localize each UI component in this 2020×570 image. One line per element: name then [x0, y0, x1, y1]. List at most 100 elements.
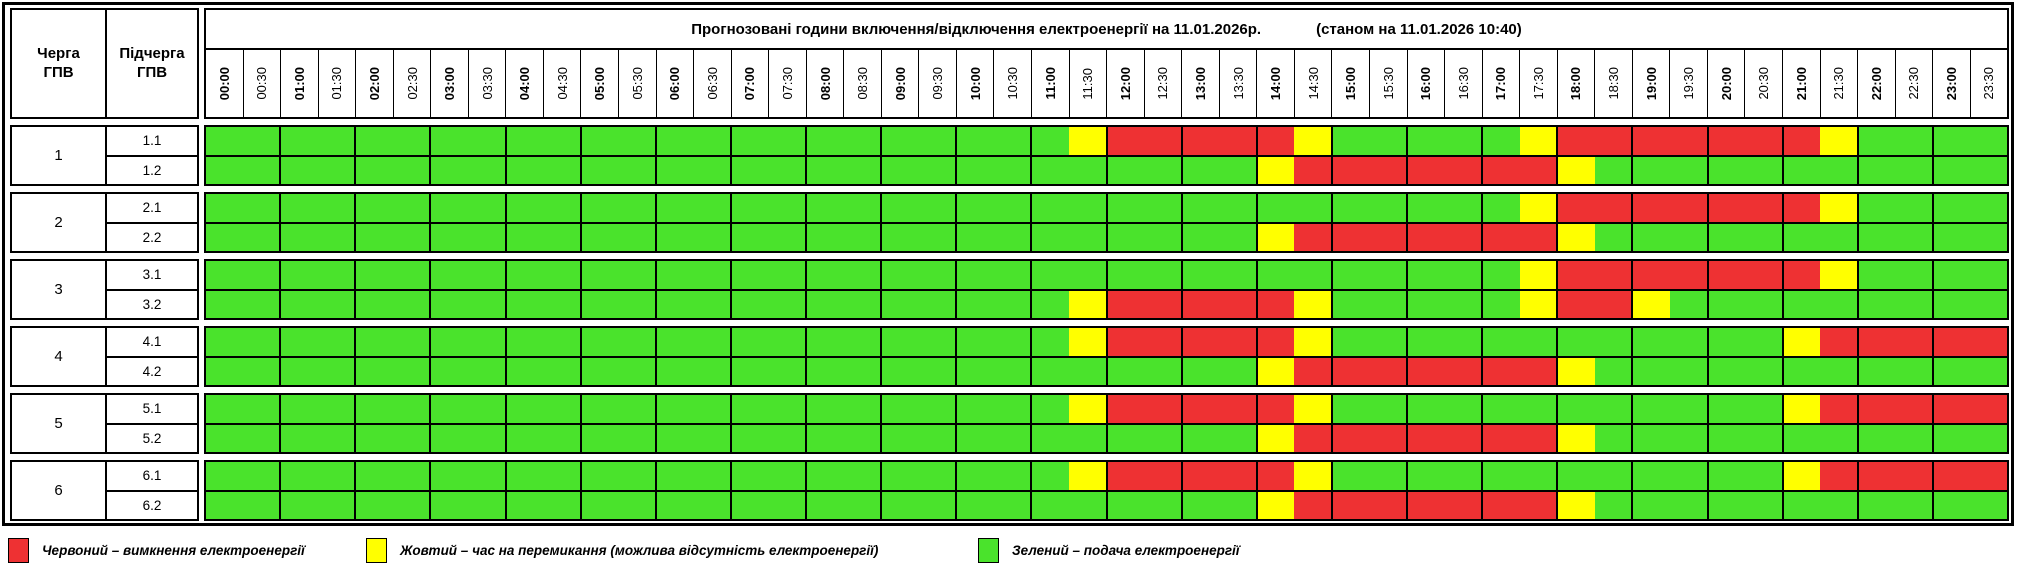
- slot-4.1-00:30: [242, 328, 282, 356]
- slot-2.1-06:30: [693, 194, 732, 222]
- slot-1.2-17:30: [1519, 156, 1559, 184]
- slot-6.1-00:30: [242, 462, 282, 490]
- time-label-13:00: 13:00: [1182, 50, 1220, 117]
- slot-1.1-20:30: [1745, 127, 1784, 155]
- slot-2.2-09:30: [918, 223, 958, 251]
- slot-3.2-18:30: [1594, 290, 1634, 318]
- slot-5.1-01:30: [317, 395, 357, 423]
- slot-6.2-23:30: [1970, 491, 2007, 519]
- time-label-03:00: 03:00: [431, 50, 469, 117]
- legend: Червоний – вимкнення електроенергії Жовти…: [0, 537, 2020, 565]
- schedule-grid-2: [204, 192, 2009, 253]
- slot-2.2-04:30: [543, 223, 582, 251]
- slot-5.1-10:00: [957, 395, 994, 423]
- slot-1.1-08:30: [843, 127, 883, 155]
- time-label-06:00: 06:00: [657, 50, 695, 117]
- slot-5.2-03:00: [431, 424, 468, 452]
- slot-4.2-20:00: [1708, 357, 1746, 385]
- slot-3.2-13:00: [1182, 290, 1220, 318]
- slot-6.2-20:30: [1745, 491, 1784, 519]
- slot-6.1-12:00: [1107, 462, 1145, 490]
- slot-4.1-01:30: [317, 328, 357, 356]
- slot-5.1-00:30: [242, 395, 282, 423]
- slot-3.1-20:30: [1745, 261, 1784, 289]
- slot-4.1-21:30: [1820, 328, 1859, 356]
- slot-2.2-12:00: [1107, 223, 1145, 251]
- slot-2.2-09:00: [882, 223, 919, 251]
- schedule-row-5.2: [206, 424, 2007, 452]
- slot-4.1-04:30: [543, 328, 582, 356]
- slot-6.2-08:30: [843, 491, 883, 519]
- slot-2.1-02:00: [356, 194, 393, 222]
- slot-5.2-02:00: [356, 424, 393, 452]
- slot-6.1-16:00: [1408, 462, 1445, 490]
- slot-1.1-23:30: [1970, 127, 2007, 155]
- slot-5.1-07:30: [768, 395, 807, 423]
- slot-5.1-13:00: [1182, 395, 1220, 423]
- slot-6.2-03:00: [431, 491, 468, 519]
- slot-5.2-05:00: [581, 424, 619, 452]
- slot-3.1-02:00: [356, 261, 393, 289]
- slot-6.2-01:30: [317, 491, 357, 519]
- slot-3.1-13:30: [1219, 261, 1258, 289]
- slot-3.1-22:30: [1895, 261, 1934, 289]
- slot-5.2-06:00: [656, 424, 694, 452]
- schedule-table: Черга ГПВ Підчерга ГПВ Прогнозовані годи…: [2, 2, 2014, 526]
- slot-5.2-04:30: [543, 424, 582, 452]
- slot-2.1-20:00: [1708, 194, 1746, 222]
- slot-4.1-01:00: [281, 328, 318, 356]
- slot-5.1-02:00: [356, 395, 393, 423]
- time-label-22:00: 22:00: [1858, 50, 1896, 117]
- slot-1.1-15:30: [1369, 127, 1408, 155]
- slot-6.2-01:00: [281, 491, 318, 519]
- slot-4.1-06:30: [693, 328, 732, 356]
- slot-6.1-13:30: [1219, 462, 1258, 490]
- slot-4.2-04:00: [506, 357, 544, 385]
- schedule-row-4.2: [206, 357, 2007, 385]
- slot-5.1-09:30: [918, 395, 958, 423]
- schedule-grid-6: [204, 460, 2009, 521]
- slot-3.2-08:30: [843, 290, 883, 318]
- slot-4.1-03:00: [431, 328, 468, 356]
- slot-2.2-03:00: [431, 223, 468, 251]
- slot-1.2-22:00: [1858, 156, 1896, 184]
- slot-4.1-19:00: [1633, 328, 1670, 356]
- subqueue-label-1.2: 1.2: [142, 162, 162, 178]
- slot-4.1-22:30: [1895, 328, 1934, 356]
- slot-3.1-11:30: [1068, 261, 1108, 289]
- time-label-15:00: 15:00: [1332, 50, 1370, 117]
- slot-1.2-05:00: [581, 156, 619, 184]
- slot-3.2-01:30: [317, 290, 357, 318]
- slot-3.2-09:00: [882, 290, 919, 318]
- slot-4.1-07:30: [768, 328, 807, 356]
- slot-5.1-15:00: [1332, 395, 1370, 423]
- slot-4.1-18:00: [1558, 328, 1595, 356]
- slot-5.2-16:30: [1444, 424, 1484, 452]
- slot-4.2-14:00: [1257, 357, 1295, 385]
- time-label-09:30: 09:30: [919, 50, 957, 117]
- slot-4.1-08:30: [843, 328, 883, 356]
- slot-3.1-00:00: [206, 261, 243, 289]
- slot-3.1-01:00: [281, 261, 318, 289]
- slot-4.2-06:00: [656, 357, 694, 385]
- slot-4.1-05:30: [618, 328, 657, 356]
- slot-3.1-12:30: [1144, 261, 1183, 289]
- queue-label-box-6: 6 6.1 6.2: [10, 460, 199, 521]
- slot-2.2-15:30: [1369, 223, 1408, 251]
- slot-4.2-12:00: [1107, 357, 1145, 385]
- slot-6.2-06:30: [693, 491, 732, 519]
- slot-4.2-16:00: [1408, 357, 1445, 385]
- slot-6.1-23:00: [1933, 462, 1971, 490]
- slot-1.1-02:30: [392, 127, 432, 155]
- slot-4.1-04:00: [506, 328, 544, 356]
- slot-3.1-09:00: [882, 261, 919, 289]
- slot-5.1-08:30: [843, 395, 883, 423]
- slot-3.1-12:00: [1107, 261, 1145, 289]
- slot-3.2-21:30: [1820, 290, 1859, 318]
- slot-5.1-18:30: [1594, 395, 1634, 423]
- slot-3.1-17:00: [1483, 261, 1520, 289]
- slot-2.1-11:00: [1032, 194, 1069, 222]
- table-header: Черга ГПВ Підчерга ГПВ Прогнозовані годи…: [10, 8, 2009, 119]
- slot-5.1-10:30: [993, 395, 1033, 423]
- slot-1.2-21:30: [1820, 156, 1859, 184]
